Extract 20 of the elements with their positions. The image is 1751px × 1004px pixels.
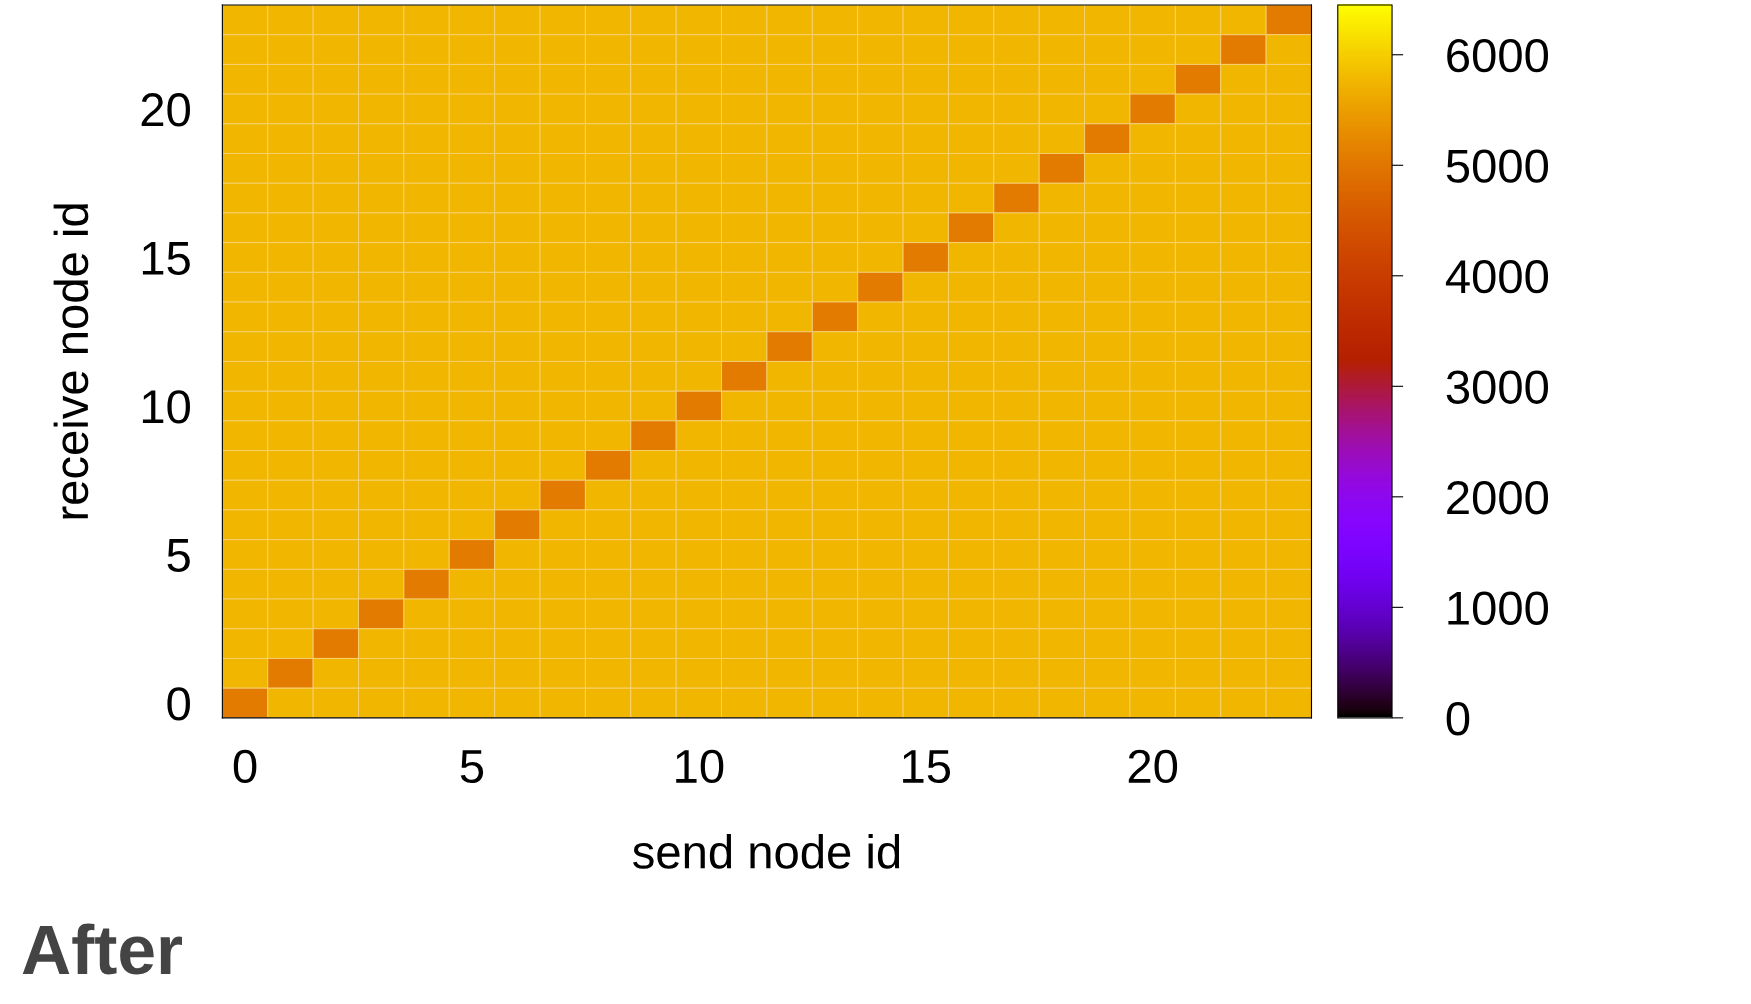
y-tick-label: 5 (167, 539, 190, 573)
color-bar-label: 1000 (1448, 591, 1549, 625)
y-tick-label: 20 (141, 93, 190, 127)
x-tick-label: 10 (676, 749, 724, 784)
color-bar-label: 4000 (1445, 259, 1549, 294)
color-bar-label: 6000 (1447, 38, 1549, 73)
y-tick-label: 10 (142, 390, 190, 424)
x-tick-label: 15 (903, 750, 951, 784)
color-bar-label: 3000 (1446, 370, 1549, 404)
x-tick-label: 0 (233, 749, 257, 784)
y-axis-title: receive node id (53, 204, 89, 519)
x-tick-label: 5 (460, 750, 484, 784)
color-bar-label: 5000 (1446, 149, 1549, 183)
x-axis-title: send node id (633, 834, 900, 869)
y-tick-label: 15 (142, 242, 190, 276)
color-bar-label: 0 (1446, 702, 1470, 736)
color-bar-label: 2000 (1447, 480, 1549, 515)
y-tick-label: 0 (167, 687, 190, 721)
x-tick-label: 20 (1128, 749, 1178, 784)
text: After (22, 923, 183, 975)
